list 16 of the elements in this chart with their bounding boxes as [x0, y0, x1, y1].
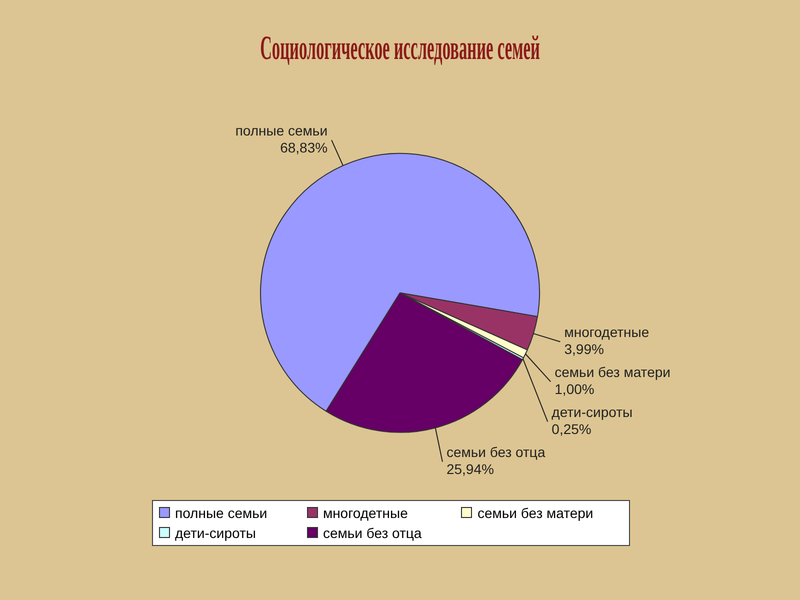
data-label: 1,00%	[554, 381, 594, 398]
legend-label: семьи без отца	[322, 525, 423, 541]
legend-label: семьи без матери	[476, 505, 594, 521]
legend-label: многодетные	[322, 505, 409, 521]
chart-title: Социологическое исследование семей	[260, 28, 540, 67]
legend-label: полные семьи	[174, 505, 268, 521]
slice-label: многодетные	[564, 324, 650, 340]
data-label: 0,25%	[552, 421, 592, 438]
data-label: 25,94%	[446, 461, 494, 478]
slice-label: дети-сироты	[552, 404, 633, 420]
slice-label: полные семьи	[235, 122, 328, 138]
data-label: 68,83%	[280, 139, 328, 156]
slice-label: семьи без отца	[446, 444, 546, 460]
slice-label: семьи без матери	[554, 364, 670, 380]
data-label: 3,99%	[564, 341, 604, 358]
legend-label: дети-сироты	[174, 525, 257, 541]
